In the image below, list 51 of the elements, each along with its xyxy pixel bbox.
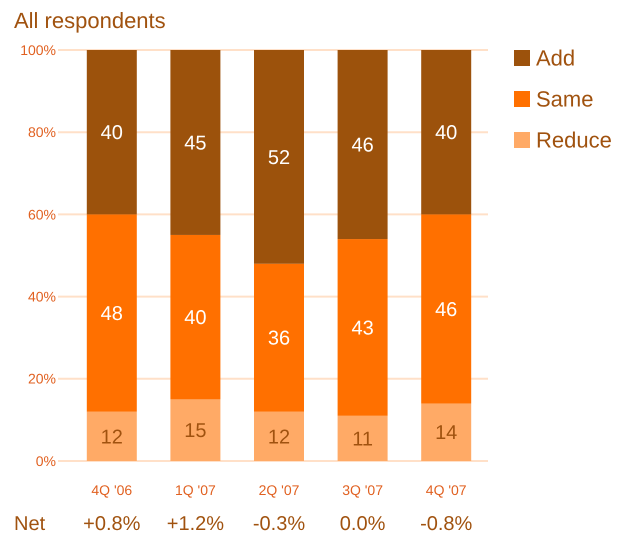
data-label: 40: [184, 307, 207, 330]
y-tick-label: 0%: [36, 452, 56, 469]
y-tick-label: 20%: [28, 370, 56, 387]
y-tick-label: 100%: [20, 42, 56, 58]
y-tick-label: 40%: [28, 288, 56, 304]
x-tick-label: 3Q '07: [342, 482, 384, 498]
x-tick-label: 4Q '07: [426, 482, 467, 498]
bar: [421, 214, 472, 404]
data-label: 14: [435, 422, 458, 444]
data-label: 46: [351, 134, 374, 157]
data-label: 52: [268, 146, 290, 169]
bar: [254, 264, 304, 412]
text: +0.8%: [83, 513, 141, 535]
bar: [86, 50, 137, 214]
x-tick-label: 2Q '07: [258, 482, 300, 498]
data-label: 43: [351, 317, 374, 340]
data-label: 12: [268, 426, 290, 448]
data-label: 15: [184, 420, 207, 442]
data-label: 40: [100, 122, 123, 144]
legend-label: Reduce: [536, 128, 612, 153]
y-tick-label: 80%: [28, 124, 56, 140]
bar: [170, 50, 220, 235]
x-tick-label: 1Q '07: [174, 482, 216, 498]
data-label: 40: [435, 122, 458, 144]
bar: [421, 403, 472, 461]
data-label: 45: [184, 132, 207, 154]
text: 0.0%: [340, 513, 386, 535]
bar: [338, 416, 388, 461]
data-label: 12: [100, 426, 123, 448]
text: -0.8%: [420, 513, 473, 535]
bar: [254, 50, 304, 264]
chart-title: All respondents: [14, 8, 166, 33]
data-label: 11: [352, 428, 373, 450]
legend-label: Same: [536, 86, 594, 112]
y-tick-label: 60%: [28, 206, 56, 222]
bar: [86, 412, 137, 461]
text: -0.3%: [252, 513, 306, 535]
bar: [421, 50, 472, 214]
legend-label: Add: [536, 46, 576, 71]
bar: [338, 239, 388, 416]
data-label: 48: [100, 303, 123, 326]
bar: [170, 234, 220, 400]
data-label: 46: [435, 298, 458, 321]
bar: [254, 412, 304, 461]
x-tick-label: 4Q '06: [91, 482, 132, 498]
data-label: 36: [268, 328, 290, 350]
text: Net: [14, 513, 46, 535]
bar: [86, 214, 137, 412]
bar: [338, 50, 388, 240]
bar: [170, 399, 220, 461]
text: +1.2%: [166, 513, 224, 535]
